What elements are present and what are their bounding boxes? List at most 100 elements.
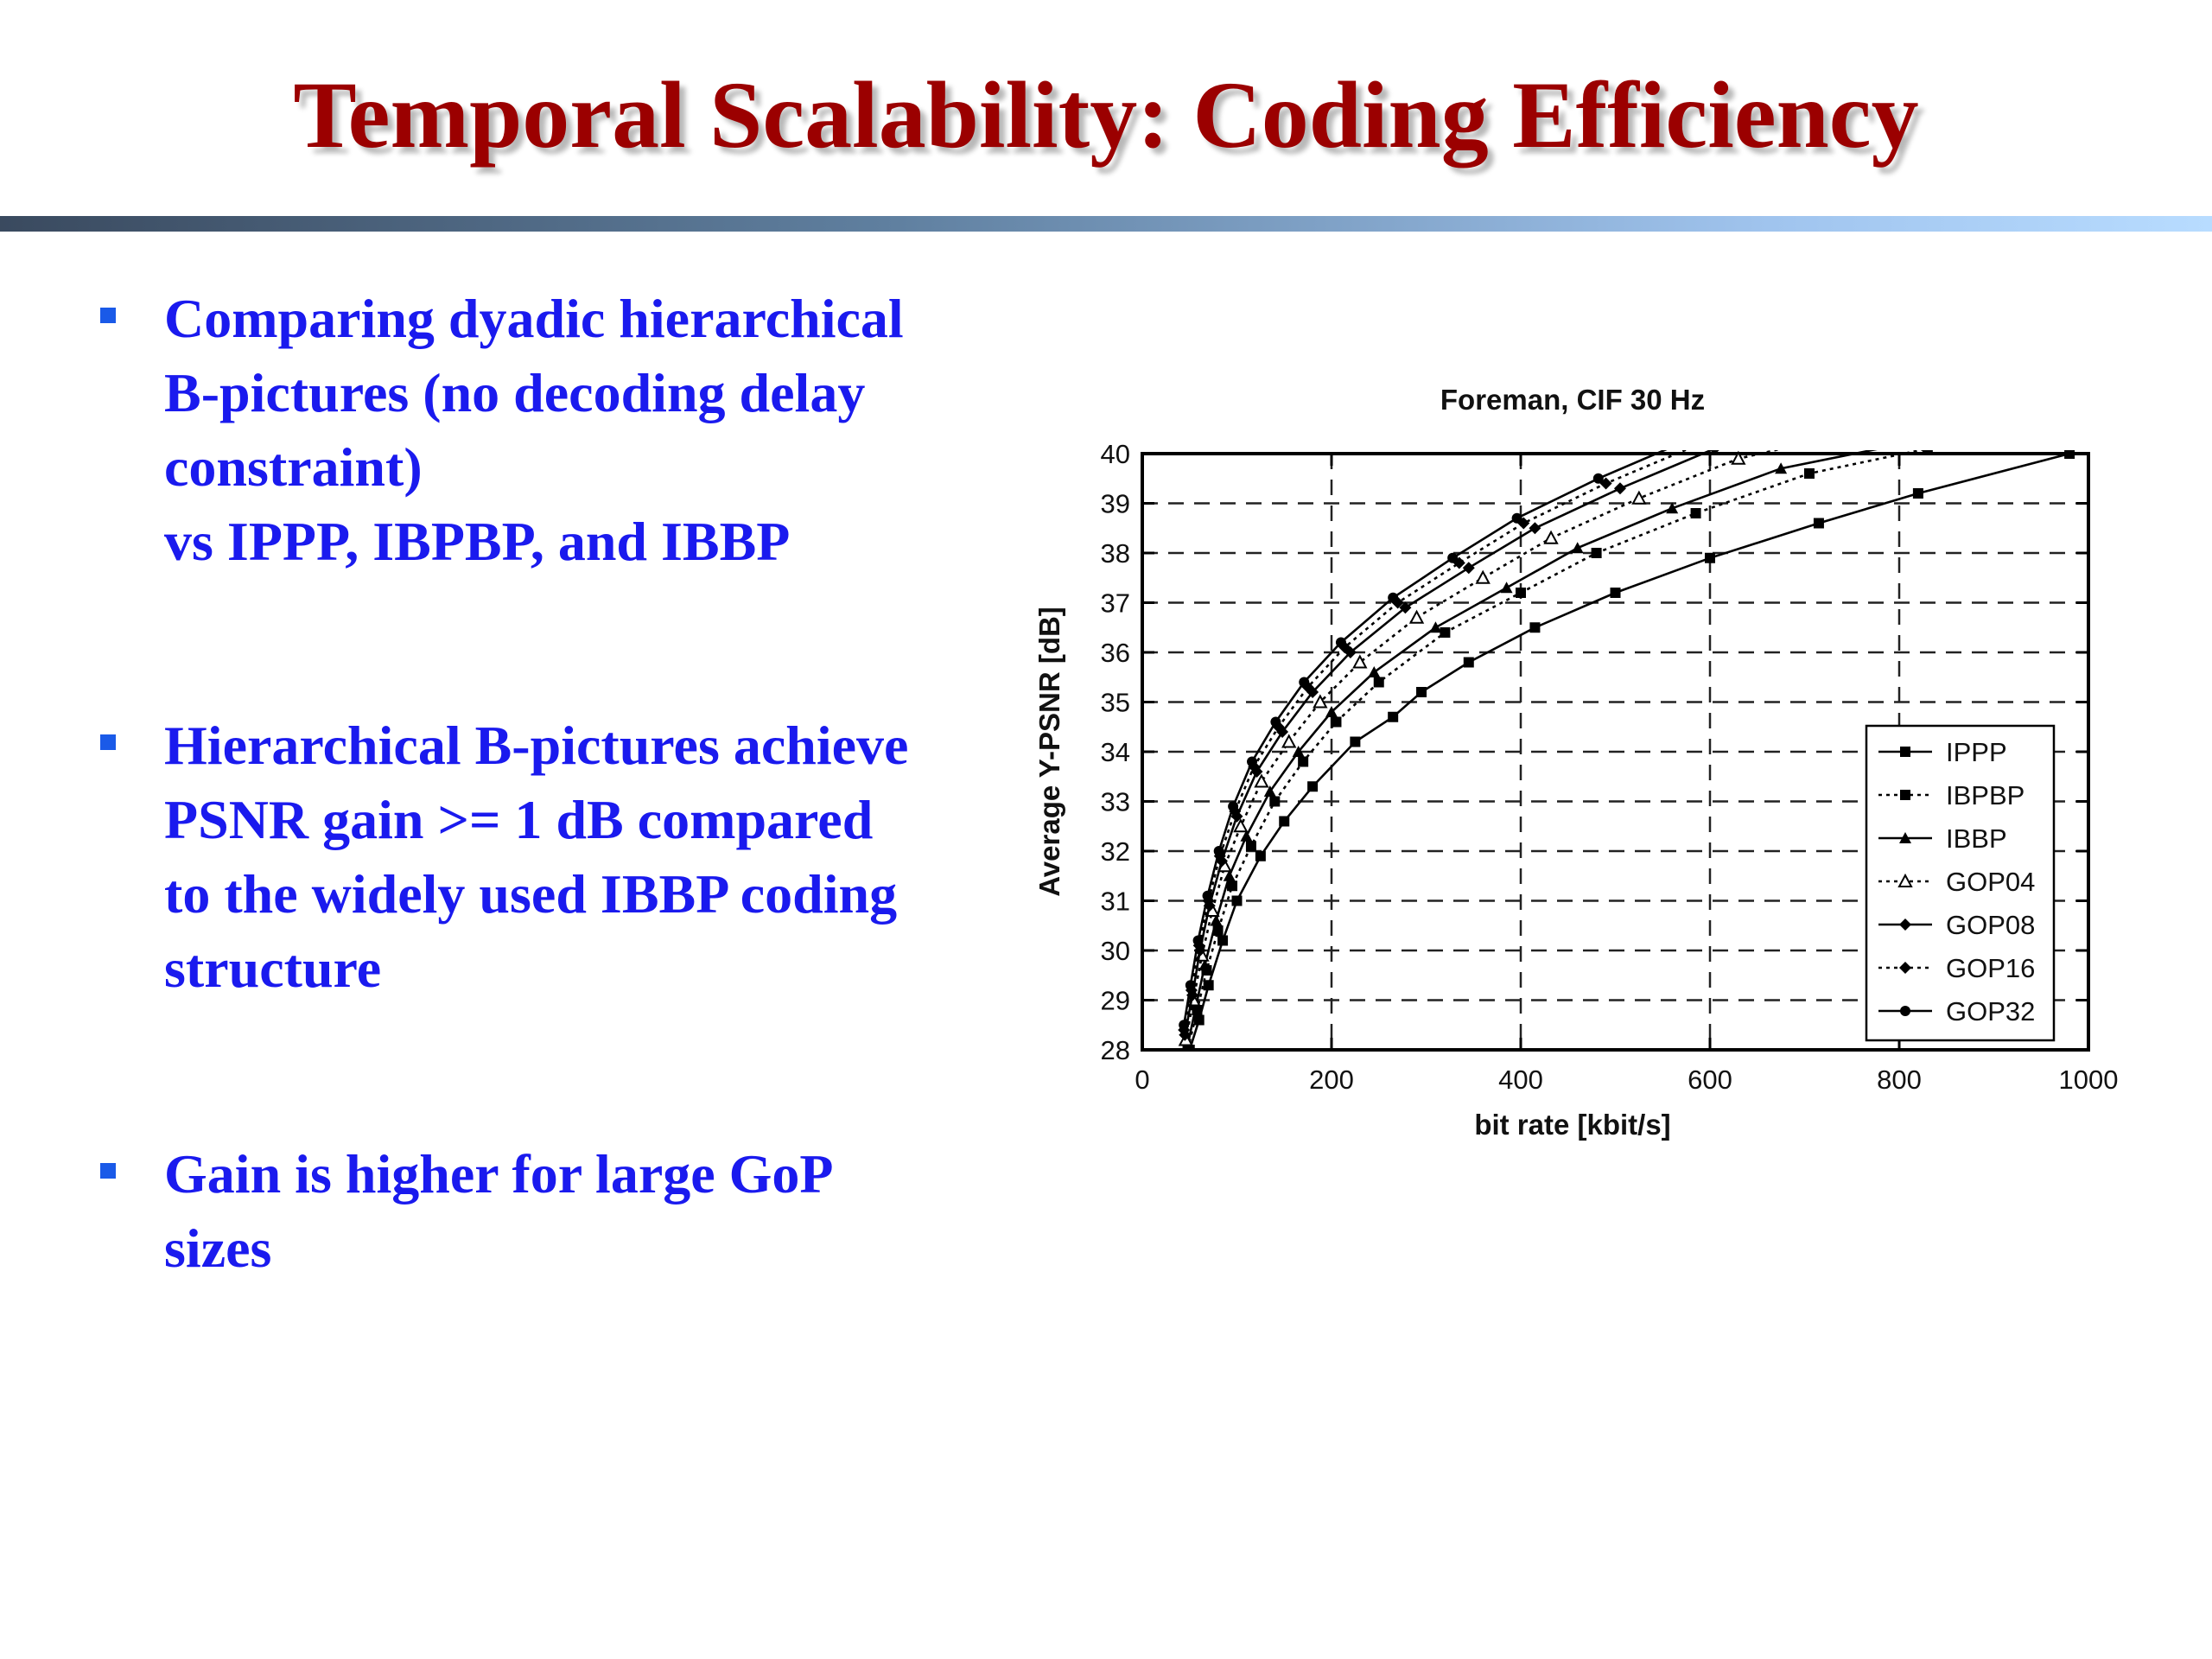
- data-point: [1516, 588, 1526, 598]
- bullet-line: constraint): [164, 436, 423, 498]
- data-point: [1212, 925, 1224, 936]
- legend-box: [1865, 724, 2056, 1042]
- data-point: [1313, 694, 1328, 709]
- bullet-line: Hierarchical B-pictures achieve: [164, 715, 909, 776]
- series-layer: [1178, 414, 2075, 1050]
- legend-label: GOP04: [1946, 867, 2035, 897]
- data-point: [1192, 935, 1204, 946]
- series-gop32: [1179, 414, 1801, 1031]
- data-point: [1517, 517, 1530, 530]
- data-point: [1269, 796, 1281, 807]
- y-tick-label: 30: [1101, 936, 1130, 966]
- series-line: [1188, 452, 2070, 1050]
- data-point: [1272, 721, 1285, 734]
- bullet-square-icon: [100, 308, 116, 323]
- data-point: [1399, 601, 1412, 614]
- data-point: [1408, 609, 1425, 624]
- x-tick-label: 400: [1498, 1065, 1543, 1095]
- legend-marker: [1899, 918, 1911, 931]
- y-tick-label: 33: [1101, 787, 1130, 817]
- series-line: [1182, 450, 1668, 1026]
- data-point: [1198, 959, 1211, 971]
- bullet-line: PSNR gain >= 1 dB compared: [164, 789, 874, 850]
- data-point: [1475, 569, 1491, 584]
- series-ibbp: [1181, 450, 1878, 1050]
- y-tick-label: 35: [1101, 688, 1130, 718]
- data-point: [1215, 855, 1228, 868]
- data-point: [1666, 502, 1679, 514]
- y-tick-label: 37: [1101, 588, 1130, 619]
- data-point: [1686, 434, 1696, 444]
- data-point: [1299, 677, 1310, 688]
- data-point: [1245, 841, 1256, 852]
- data-point: [1775, 462, 1788, 474]
- legend-marker: [1900, 1006, 1910, 1016]
- data-point: [1255, 850, 1266, 861]
- data-point: [1790, 414, 1801, 424]
- x-tick-label: 0: [1135, 1065, 1149, 1095]
- slide-title: Temporal Scalability: Coding Efficiency: [293, 62, 1919, 168]
- data-point: [1247, 756, 1258, 767]
- data-point: [1447, 552, 1459, 563]
- data-point: [1263, 785, 1276, 797]
- data-point: [1388, 711, 1399, 722]
- y-tick-label: 32: [1101, 836, 1130, 867]
- data-point: [1813, 423, 1825, 435]
- data-point: [1416, 687, 1427, 697]
- y-tick-label: 40: [1101, 439, 1130, 469]
- data-point: [1281, 734, 1297, 748]
- bullet-item: Gain is higher for large GoP sizes: [100, 1137, 1028, 1286]
- legend-label: GOP16: [1946, 953, 2035, 983]
- data-point: [1592, 473, 1604, 484]
- data-point: [1613, 482, 1626, 495]
- data-point: [1463, 657, 1474, 668]
- y-tick-label: 38: [1101, 538, 1130, 569]
- data-point: [1306, 686, 1319, 698]
- legend-marker: [1900, 790, 1910, 800]
- data-point: [1240, 830, 1253, 842]
- data-point: [1543, 530, 1559, 544]
- data-point: [1368, 666, 1381, 677]
- data-point: [1500, 582, 1513, 594]
- data-point: [1813, 518, 1824, 529]
- data-point: [1185, 980, 1196, 991]
- series-line: [1185, 450, 1781, 1040]
- data-point: [1203, 980, 1214, 991]
- bullet-line: Comparing dyadic hierarchical: [164, 288, 904, 349]
- y-tick-label: 28: [1101, 1035, 1130, 1065]
- data-point: [1202, 890, 1213, 901]
- data-point: [1217, 935, 1229, 946]
- data-point: [1223, 869, 1236, 881]
- bullet-square-icon: [100, 1163, 116, 1179]
- data-point: [1350, 736, 1361, 747]
- data-point: [1231, 895, 1243, 906]
- data-point: [1529, 522, 1541, 535]
- data-point: [1213, 846, 1224, 856]
- series-line: [1184, 450, 1714, 1036]
- y-axis-label: Average Y-PSNR [dB]: [1033, 607, 1065, 897]
- data-point: [1270, 716, 1281, 728]
- psnr-chart: 0 200 400 600 800 1000 28 29 30 31 32 33 34 35 36 37 38 3…: [1033, 384, 2118, 1141]
- series-line: [1182, 450, 1688, 1031]
- legend-label: GOP08: [1946, 910, 2035, 940]
- series-line: [1186, 450, 1926, 1050]
- data-point: [1694, 438, 1707, 450]
- data-point: [1233, 818, 1249, 833]
- data-point: [1307, 781, 1319, 792]
- data-point: [1631, 490, 1647, 505]
- data-point: [1335, 637, 1346, 648]
- data-point: [1529, 622, 1541, 633]
- data-point: [1511, 512, 1522, 524]
- data-point: [1690, 508, 1701, 518]
- data-point: [1331, 716, 1342, 728]
- bullet-line: to the widely used IBBP coding: [164, 863, 898, 925]
- data-point: [1373, 677, 1384, 688]
- series-ippp: [1184, 450, 2075, 1050]
- data-point: [1248, 760, 1261, 773]
- y-tick-label: 39: [1101, 489, 1130, 519]
- chart-legend: IPPP IBPBP IBBP GOP04 GOP08 GOP16 GOP32: [1865, 724, 2056, 1042]
- data-point: [1352, 654, 1368, 669]
- legend-marker: [1899, 962, 1911, 974]
- data-point: [1452, 556, 1465, 569]
- data-point: [1179, 1020, 1190, 1031]
